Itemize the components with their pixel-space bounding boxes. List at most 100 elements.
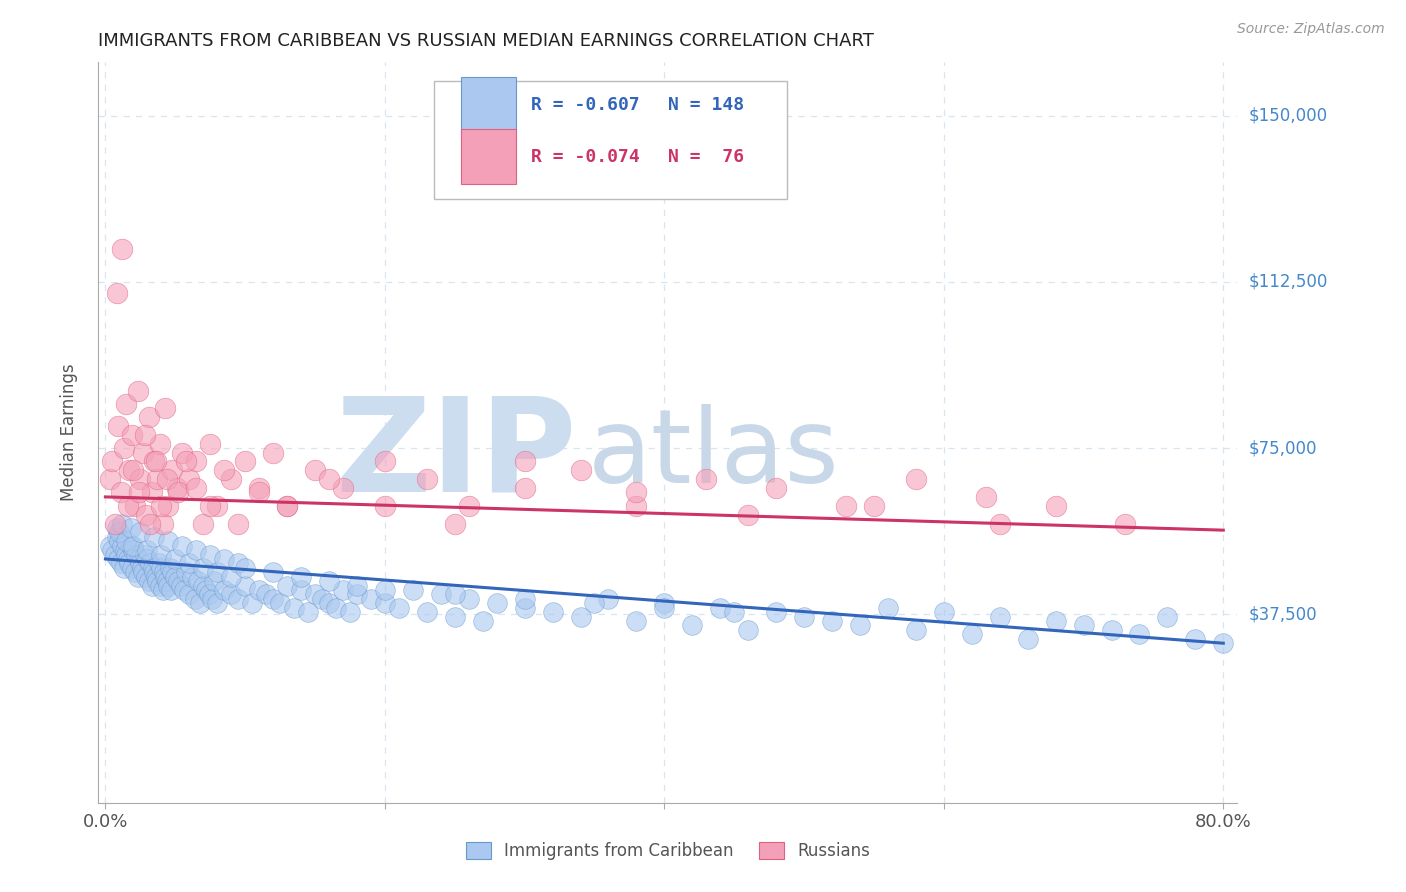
- Text: R = -0.607: R = -0.607: [531, 95, 640, 113]
- Point: [226, 557, 249, 571]
- Point: [165, 552, 187, 566]
- Point: [110, 485, 132, 500]
- FancyBboxPatch shape: [461, 129, 516, 185]
- Point: [960, 627, 983, 641]
- Point: [737, 623, 759, 637]
- Point: [318, 596, 340, 610]
- Point: [118, 557, 141, 571]
- Point: [117, 552, 139, 566]
- Point: [105, 521, 128, 535]
- Point: [932, 605, 955, 619]
- Point: [485, 596, 508, 610]
- Point: [112, 561, 135, 575]
- Point: [107, 552, 129, 566]
- Point: [112, 441, 135, 455]
- Point: [139, 516, 162, 531]
- Point: [513, 600, 536, 615]
- Point: [247, 582, 270, 597]
- Point: [173, 582, 195, 597]
- Point: [111, 242, 134, 256]
- Point: [283, 600, 305, 615]
- Point: [198, 587, 221, 601]
- Point: [101, 543, 124, 558]
- Point: [346, 578, 368, 592]
- Point: [193, 578, 215, 592]
- Point: [111, 539, 134, 553]
- Point: [304, 463, 326, 477]
- Point: [569, 463, 592, 477]
- Point: [226, 591, 249, 606]
- Text: ZIP: ZIP: [335, 392, 576, 518]
- Point: [200, 548, 222, 562]
- Point: [138, 410, 160, 425]
- Point: [1184, 632, 1206, 646]
- Point: [134, 548, 156, 562]
- Point: [374, 499, 396, 513]
- Point: [127, 570, 149, 584]
- Point: [186, 481, 208, 495]
- Point: [120, 521, 142, 535]
- Point: [120, 539, 142, 553]
- Point: [877, 600, 900, 615]
- Point: [374, 454, 396, 468]
- Point: [129, 557, 152, 571]
- Point: [471, 614, 494, 628]
- Point: [129, 472, 152, 486]
- Point: [821, 614, 844, 628]
- Point: [114, 543, 136, 558]
- Point: [654, 600, 676, 615]
- FancyBboxPatch shape: [434, 81, 787, 200]
- Point: [143, 566, 166, 580]
- Point: [110, 557, 132, 571]
- Point: [138, 574, 160, 588]
- Point: [105, 285, 128, 300]
- Point: [904, 472, 927, 486]
- Point: [569, 609, 592, 624]
- Point: [141, 485, 163, 500]
- Point: [127, 384, 149, 398]
- Point: [233, 578, 256, 592]
- Point: [765, 481, 787, 495]
- Point: [157, 499, 180, 513]
- Point: [200, 436, 222, 450]
- Point: [143, 530, 166, 544]
- Point: [325, 600, 347, 615]
- Point: [115, 397, 138, 411]
- Point: [122, 539, 145, 553]
- Point: [233, 454, 256, 468]
- Point: [276, 499, 298, 513]
- Point: [156, 574, 179, 588]
- Point: [793, 609, 815, 624]
- Point: [290, 570, 312, 584]
- Point: [219, 587, 242, 601]
- Point: [541, 605, 564, 619]
- Point: [1128, 627, 1150, 641]
- Point: [122, 543, 145, 558]
- Point: [1045, 499, 1067, 513]
- Point: [124, 566, 146, 580]
- Point: [1045, 614, 1067, 628]
- Point: [626, 485, 648, 500]
- Point: [135, 570, 157, 584]
- Point: [195, 582, 218, 597]
- Point: [212, 463, 235, 477]
- Point: [233, 561, 256, 575]
- Point: [360, 591, 382, 606]
- Point: [167, 574, 190, 588]
- Point: [146, 472, 169, 486]
- Point: [835, 499, 858, 513]
- Point: [513, 591, 536, 606]
- Point: [111, 516, 134, 531]
- Point: [145, 454, 167, 468]
- Point: [135, 508, 157, 522]
- Text: IMMIGRANTS FROM CARIBBEAN VS RUSSIAN MEDIAN EARNINGS CORRELATION CHART: IMMIGRANTS FROM CARIBBEAN VS RUSSIAN MED…: [98, 32, 875, 50]
- Point: [160, 582, 183, 597]
- Point: [513, 454, 536, 468]
- Point: [626, 499, 648, 513]
- Point: [179, 557, 201, 571]
- Point: [181, 570, 204, 584]
- Point: [598, 591, 620, 606]
- Point: [513, 481, 536, 495]
- Point: [121, 427, 143, 442]
- Point: [583, 596, 606, 610]
